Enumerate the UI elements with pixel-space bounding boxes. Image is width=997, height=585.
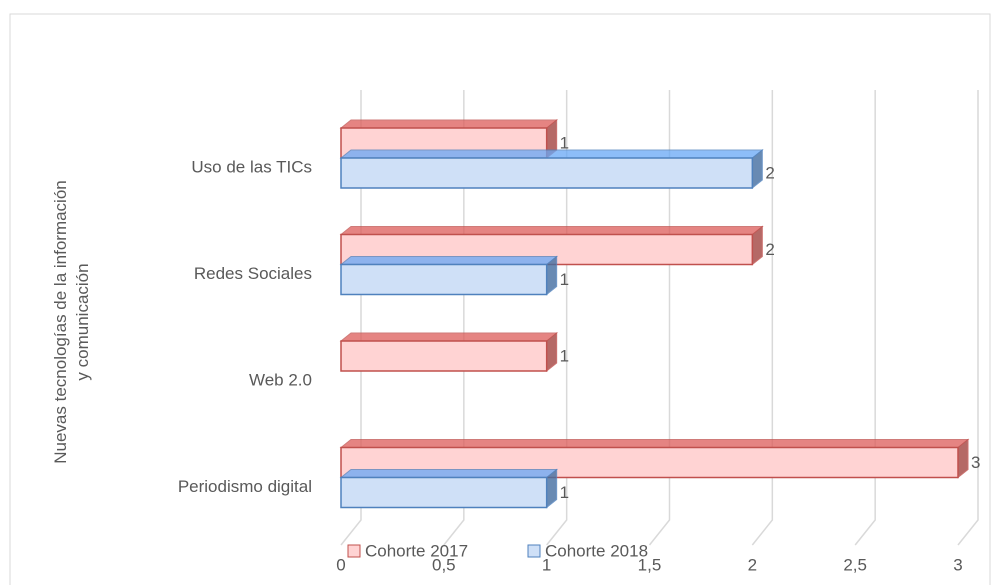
y-axis-label: Nuevas tecnologías de la información y co…: [51, 180, 92, 464]
x-tick-label: 2,5: [843, 555, 867, 574]
bar-top: [339, 332, 559, 342]
bar-top: [339, 439, 970, 448]
y-tick-label: Uso de las TICs: [191, 157, 312, 176]
bar: [340, 476, 548, 509]
data-label: 2: [765, 163, 774, 182]
data-label: 2: [765, 240, 774, 259]
y-tick-label: Web 2.0: [249, 370, 312, 389]
x-tick-label: 0,5: [432, 555, 456, 574]
grid-line: [751, 90, 774, 546]
data-label: 3: [971, 453, 980, 472]
grid-line: [957, 90, 979, 546]
bar-top: [339, 226, 764, 235]
data-label: 1: [560, 346, 569, 365]
bar: [340, 157, 754, 189]
x-tick-label: 1: [542, 555, 551, 574]
bar-top: [339, 119, 559, 129]
x-tick-label: 0: [336, 555, 345, 574]
x-tick-label: 3: [953, 555, 962, 574]
y-axis-label-line: y comunicación: [73, 263, 92, 380]
legend-swatch: [347, 544, 361, 558]
data-label: 1: [560, 133, 569, 152]
x-tick-label: 1,5: [638, 555, 662, 574]
legend-swatch: [527, 544, 541, 558]
bar-top: [339, 256, 559, 265]
data-label: 1: [560, 270, 569, 289]
grid-line: [854, 90, 876, 546]
legend-label: Cohorte 2017: [365, 541, 468, 560]
data-label: 1: [560, 483, 569, 502]
x-tick-label: 2: [748, 555, 757, 574]
bar: [340, 263, 548, 296]
bar-top: [339, 469, 559, 478]
y-tick-label: Periodismo digital: [178, 477, 312, 496]
y-axis-label-line: Nuevas tecnologías de la información: [51, 180, 70, 464]
bar-top: [339, 149, 764, 159]
legend-label: Cohorte 2018: [545, 541, 648, 560]
bar: [340, 340, 548, 372]
y-tick-label: Redes Sociales: [194, 264, 312, 283]
